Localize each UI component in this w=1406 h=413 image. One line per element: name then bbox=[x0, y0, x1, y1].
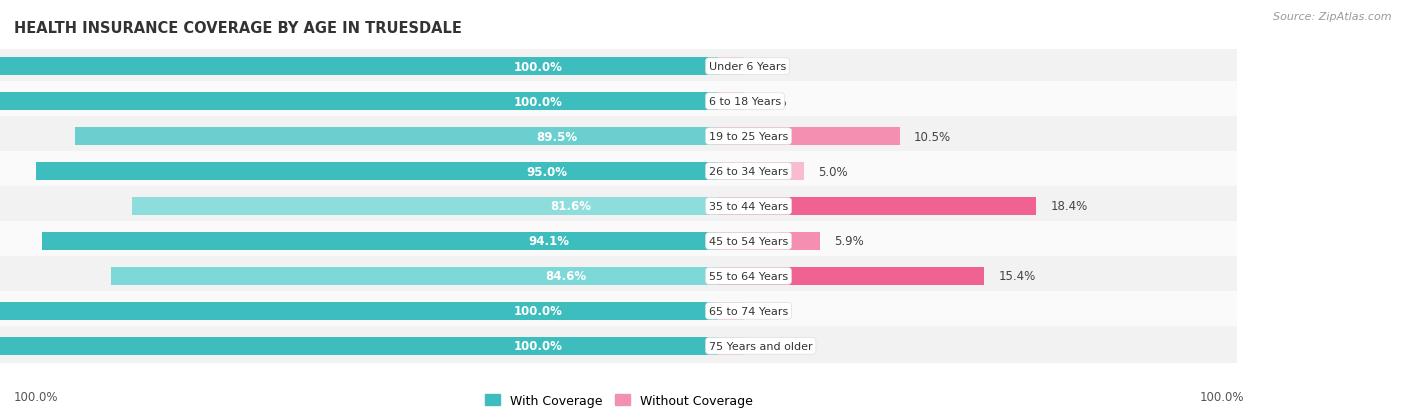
Bar bbox=[132, 197, 717, 216]
Text: 94.1%: 94.1% bbox=[529, 235, 569, 248]
Bar bbox=[717, 221, 1237, 261]
Bar bbox=[717, 128, 900, 146]
Text: 100.0%: 100.0% bbox=[14, 390, 59, 403]
Text: 45 to 54 Years: 45 to 54 Years bbox=[709, 236, 789, 247]
Bar bbox=[0, 82, 717, 122]
Bar bbox=[0, 187, 717, 226]
Bar bbox=[37, 163, 717, 181]
Text: 84.6%: 84.6% bbox=[546, 270, 586, 283]
Text: Under 6 Years: Under 6 Years bbox=[709, 62, 786, 72]
Text: 100.0%: 100.0% bbox=[513, 61, 562, 74]
Bar bbox=[717, 47, 1237, 87]
Bar bbox=[717, 58, 744, 76]
Bar bbox=[717, 326, 1237, 366]
Text: 5.9%: 5.9% bbox=[834, 235, 863, 248]
Text: 55 to 64 Years: 55 to 64 Years bbox=[709, 271, 789, 281]
Text: 100.0%: 100.0% bbox=[513, 305, 562, 318]
Text: 65 to 74 Years: 65 to 74 Years bbox=[709, 306, 789, 316]
Text: 0.0%: 0.0% bbox=[758, 61, 787, 74]
Bar bbox=[42, 232, 717, 250]
Text: 5.0%: 5.0% bbox=[818, 165, 848, 178]
Text: 100.0%: 100.0% bbox=[513, 339, 562, 352]
Text: 95.0%: 95.0% bbox=[527, 165, 568, 178]
Bar bbox=[0, 291, 717, 331]
Bar bbox=[0, 256, 717, 296]
Text: 100.0%: 100.0% bbox=[1199, 390, 1244, 403]
Bar bbox=[717, 197, 1036, 216]
Legend: With Coverage, Without Coverage: With Coverage, Without Coverage bbox=[485, 394, 752, 407]
Text: 89.5%: 89.5% bbox=[537, 130, 578, 143]
Bar bbox=[717, 302, 744, 320]
Text: 0.0%: 0.0% bbox=[758, 339, 787, 352]
Bar bbox=[717, 117, 1237, 157]
Text: 35 to 44 Years: 35 to 44 Years bbox=[709, 202, 789, 211]
Text: 0.0%: 0.0% bbox=[758, 305, 787, 318]
Bar bbox=[111, 267, 717, 285]
Bar bbox=[76, 128, 717, 146]
Bar bbox=[0, 326, 717, 366]
Bar bbox=[0, 152, 717, 192]
Text: Source: ZipAtlas.com: Source: ZipAtlas.com bbox=[1274, 12, 1392, 22]
Text: 18.4%: 18.4% bbox=[1050, 200, 1087, 213]
Bar bbox=[0, 337, 717, 355]
Text: 81.6%: 81.6% bbox=[551, 200, 592, 213]
Bar bbox=[717, 93, 744, 111]
Text: 10.5%: 10.5% bbox=[914, 130, 950, 143]
Bar bbox=[717, 232, 820, 250]
Bar bbox=[717, 256, 1237, 296]
Bar bbox=[0, 117, 717, 157]
Text: 15.4%: 15.4% bbox=[998, 270, 1035, 283]
Bar bbox=[0, 302, 717, 320]
Bar bbox=[717, 152, 1237, 192]
Bar bbox=[717, 163, 804, 181]
Bar bbox=[717, 187, 1237, 226]
Text: 75 Years and older: 75 Years and older bbox=[709, 341, 813, 351]
Bar bbox=[0, 47, 717, 87]
Bar bbox=[717, 291, 1237, 331]
Bar bbox=[717, 267, 984, 285]
Bar bbox=[717, 82, 1237, 122]
Text: 26 to 34 Years: 26 to 34 Years bbox=[709, 166, 789, 177]
Bar bbox=[0, 93, 717, 111]
Text: HEALTH INSURANCE COVERAGE BY AGE IN TRUESDALE: HEALTH INSURANCE COVERAGE BY AGE IN TRUE… bbox=[14, 21, 463, 36]
Bar bbox=[0, 221, 717, 261]
Text: 0.0%: 0.0% bbox=[758, 95, 787, 108]
Bar bbox=[0, 58, 717, 76]
Text: 6 to 18 Years: 6 to 18 Years bbox=[709, 97, 782, 107]
Text: 19 to 25 Years: 19 to 25 Years bbox=[709, 132, 789, 142]
Text: 100.0%: 100.0% bbox=[513, 95, 562, 108]
Bar bbox=[717, 337, 744, 355]
